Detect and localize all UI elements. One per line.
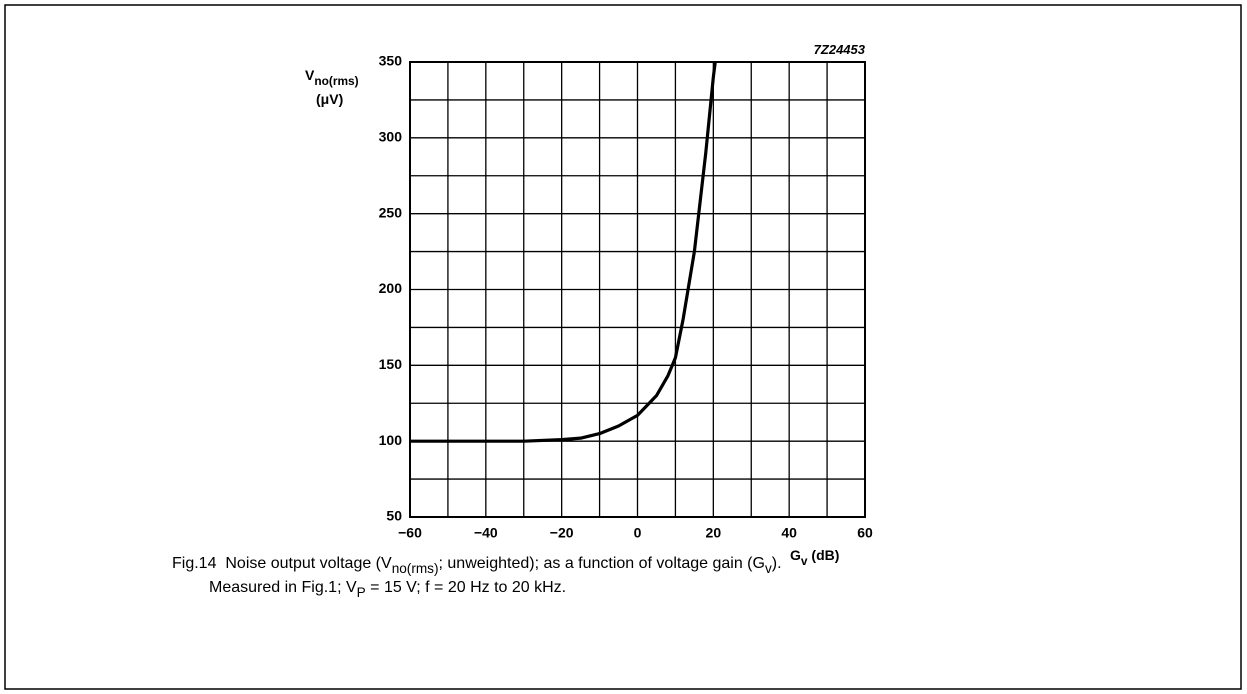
y-tick-label: 200 xyxy=(379,280,403,296)
x-axis-label-part: G xyxy=(790,547,801,563)
caption-part: v xyxy=(765,561,772,576)
figure-code: 7Z24453 xyxy=(814,42,866,57)
y-axis-label-part: no(rms) xyxy=(314,74,358,88)
x-tick-label: 0 xyxy=(634,525,642,541)
curve xyxy=(410,61,717,443)
x-axis-label-part: v xyxy=(801,554,808,568)
caption-part: ). xyxy=(772,555,782,572)
caption-part: P xyxy=(357,585,366,600)
x-tick-label: 60 xyxy=(857,525,873,541)
x-tick-label: −20 xyxy=(550,525,574,541)
y-axis-label: Vno(rms) xyxy=(305,67,359,88)
caption-part: Measured in Fig.1; V xyxy=(209,579,357,596)
y-tick-label: 50 xyxy=(386,508,402,524)
x-axis-label: Gv (dB) xyxy=(790,547,839,568)
y-tick-label: 300 xyxy=(379,129,403,145)
caption: Measured in Fig.1; VP = 15 V; f = 20 Hz … xyxy=(209,579,566,600)
x-tick-label: −60 xyxy=(398,525,422,541)
caption-part: ; unweighted); as a function of voltage … xyxy=(439,555,765,572)
y-tick-label: 250 xyxy=(379,204,403,220)
caption-part: Fig.14 Noise output voltage (V xyxy=(172,555,392,572)
x-tick-label: 40 xyxy=(781,525,797,541)
caption-part: no(rms) xyxy=(392,561,439,576)
y-tick-label: 150 xyxy=(379,356,403,372)
y-tick-label: 100 xyxy=(379,432,403,448)
x-axis-label-part: (dB) xyxy=(808,547,840,563)
frame xyxy=(4,4,1242,690)
y-tick-label: 350 xyxy=(379,53,403,69)
y-axis-label: (μV) xyxy=(316,91,343,107)
caption-part: = 15 V; f = 20 Hz to 20 kHz. xyxy=(366,579,566,596)
x-tick-label: −40 xyxy=(474,525,498,541)
y-axis-label-part: V xyxy=(305,67,315,83)
plot-border xyxy=(409,61,866,518)
y-axis-label-part: (μV) xyxy=(316,91,343,107)
caption: Fig.14 Noise output voltage (Vno(rms); u… xyxy=(172,555,782,576)
x-tick-label: 20 xyxy=(706,525,722,541)
